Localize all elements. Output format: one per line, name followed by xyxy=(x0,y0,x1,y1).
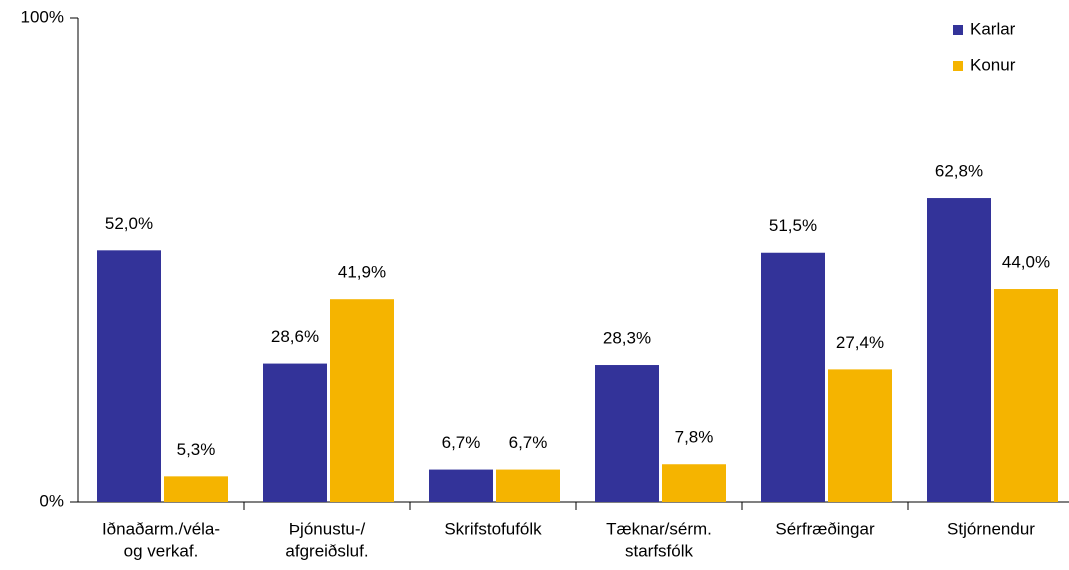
x-tick-label: Skrifstofufólk xyxy=(444,519,542,538)
bar xyxy=(761,252,825,502)
x-tick-label: Þjónustu-/ xyxy=(289,519,366,538)
x-tick-label: afgreiðsluf. xyxy=(285,541,368,560)
y-tick-label: 100% xyxy=(21,7,64,26)
bar xyxy=(662,464,726,502)
value-label: 28,6% xyxy=(271,327,319,346)
value-label: 5,3% xyxy=(177,440,216,459)
value-label: 41,9% xyxy=(338,263,386,282)
bar xyxy=(828,369,892,502)
value-label: 52,0% xyxy=(105,214,153,233)
value-label: 62,8% xyxy=(935,162,983,181)
bar xyxy=(330,299,394,502)
value-label: 51,5% xyxy=(769,216,817,235)
bar xyxy=(97,250,161,502)
bar xyxy=(927,198,991,502)
bar xyxy=(994,289,1058,502)
x-tick-label: Sérfræðingar xyxy=(775,519,875,538)
x-tick-label: Tæknar/sérm. xyxy=(606,519,712,538)
value-label: 44,0% xyxy=(1002,253,1050,272)
legend-label: Konur xyxy=(970,55,1016,74)
value-label: 6,7% xyxy=(509,433,548,452)
x-tick-label: starfsfólk xyxy=(625,541,694,560)
legend-label: Karlar xyxy=(970,19,1016,38)
bar xyxy=(496,469,560,502)
bar xyxy=(263,363,327,502)
legend-swatch xyxy=(953,25,963,35)
value-label: 28,3% xyxy=(603,329,651,348)
y-tick-label: 0% xyxy=(39,491,64,510)
value-label: 7,8% xyxy=(675,428,714,447)
legend-swatch xyxy=(953,61,963,71)
bar xyxy=(595,365,659,502)
bar xyxy=(429,469,493,502)
x-tick-label: og verkaf. xyxy=(124,541,199,560)
value-label: 6,7% xyxy=(442,433,481,452)
x-tick-label: Iðnaðarm./véla- xyxy=(102,519,220,538)
value-label: 27,4% xyxy=(836,333,884,352)
x-tick-label: Stjórnendur xyxy=(947,519,1035,538)
bar xyxy=(164,476,228,502)
